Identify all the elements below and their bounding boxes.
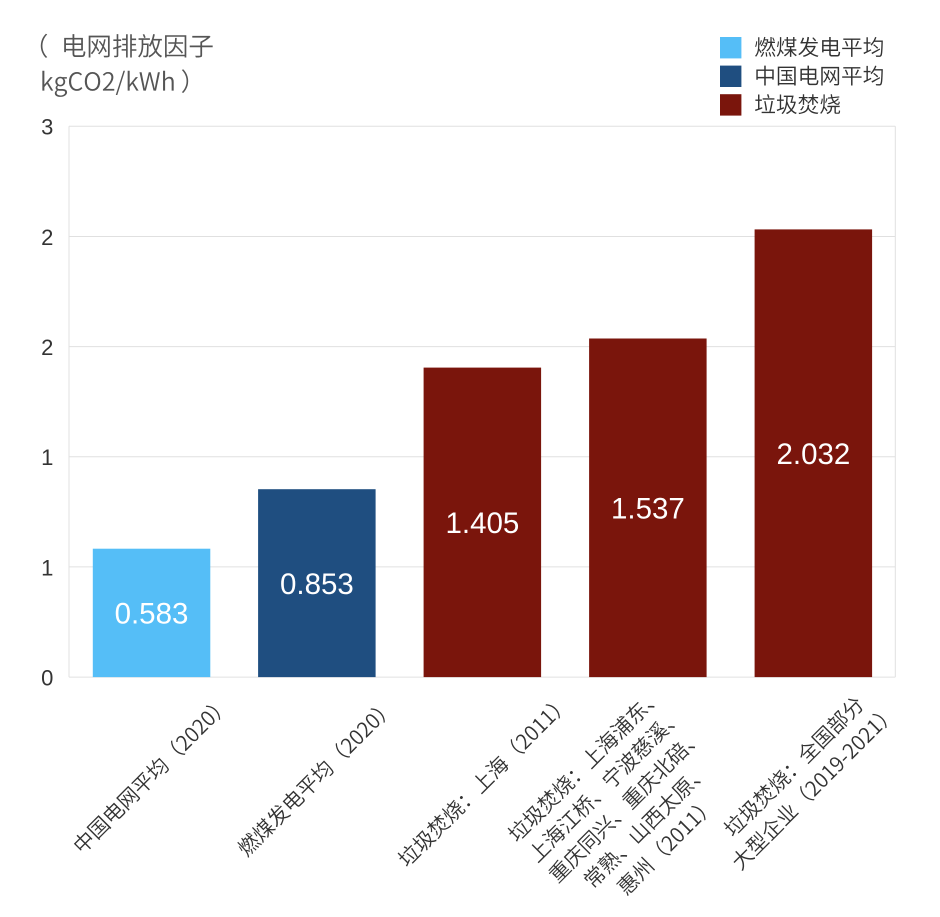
svg-text:0: 0 xyxy=(41,666,53,691)
svg-text:1: 1 xyxy=(41,445,53,470)
svg-text:3: 3 xyxy=(41,115,53,140)
svg-text:1.537: 1.537 xyxy=(611,493,685,526)
svg-text:1.405: 1.405 xyxy=(445,507,519,540)
svg-text:2: 2 xyxy=(41,335,53,360)
svg-text:2.032: 2.032 xyxy=(776,438,850,471)
svg-text:2: 2 xyxy=(41,225,53,250)
svg-text:0.853: 0.853 xyxy=(280,568,354,601)
svg-text:1: 1 xyxy=(41,555,53,580)
svg-text:0.583: 0.583 xyxy=(115,598,189,631)
